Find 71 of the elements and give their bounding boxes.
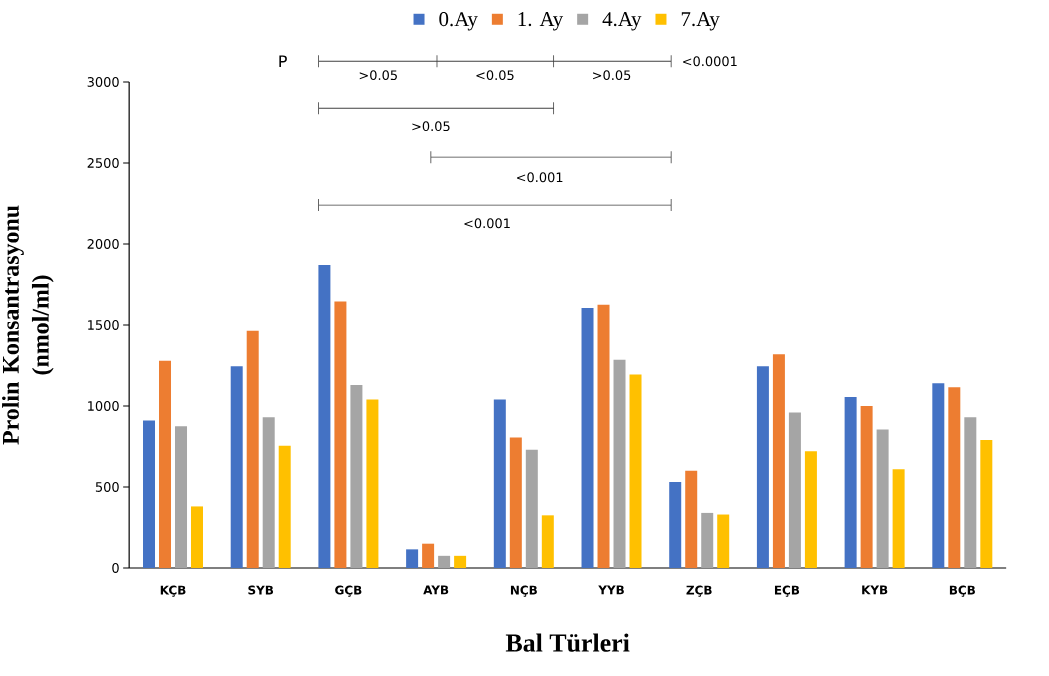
bar <box>701 512 714 568</box>
text: >0.05 <box>593 70 631 81</box>
annotation: <0.001 <box>517 172 563 183</box>
y-tick-label: 0 <box>112 563 119 573</box>
legend-label: 0.Ay <box>439 12 478 31</box>
bar <box>334 301 347 568</box>
bar <box>876 429 889 568</box>
bar <box>191 506 204 568</box>
x-tick-label: KÇB <box>160 585 186 597</box>
x-tick-label: AYB <box>423 585 449 595</box>
bar <box>980 440 993 568</box>
bar <box>262 417 275 568</box>
text: <0.0001 <box>683 56 737 67</box>
bar <box>964 417 977 568</box>
bar <box>613 359 626 568</box>
bar <box>948 387 961 568</box>
y-axis-title: Prolin Konsantrasyonu (nmol/ml) <box>2 205 54 445</box>
x-tick-label: GÇB <box>335 585 362 597</box>
x-tick-label: SYB <box>248 585 274 595</box>
x-tick-label: NÇB <box>510 585 537 597</box>
bar <box>422 543 435 568</box>
bar <box>717 514 730 568</box>
x-tick-label: ZÇB <box>686 585 712 597</box>
text: >0.05 <box>359 70 397 81</box>
annotation: <0.001 <box>464 218 510 229</box>
x-tick-label: BÇB <box>949 585 975 597</box>
y-tick-label: 1000 <box>88 401 119 411</box>
bar <box>143 420 156 568</box>
bar <box>756 366 769 568</box>
bar <box>350 384 363 568</box>
bar <box>366 399 379 568</box>
y-tick-label: 3000 <box>87 77 119 87</box>
legend-label: 1. Ay <box>518 12 564 31</box>
bar <box>932 383 945 568</box>
bar <box>278 445 291 568</box>
bar <box>788 412 801 568</box>
bar <box>454 555 467 568</box>
x-tick-label: EÇB <box>774 585 800 597</box>
bar <box>669 482 682 568</box>
bar <box>406 549 419 568</box>
bar <box>509 437 522 568</box>
text: <0.05 <box>476 70 514 81</box>
bar <box>230 366 243 568</box>
bar <box>860 405 873 568</box>
bar <box>581 307 594 568</box>
x-axis-title: Bal Türleri <box>505 633 630 652</box>
annotation: >0.05 <box>412 121 450 132</box>
bar <box>804 451 817 568</box>
x-tick-label: YYB <box>598 585 624 595</box>
bar <box>844 397 857 568</box>
bar <box>685 470 698 568</box>
y-tick-label: 500 <box>95 482 119 492</box>
y-tick-label: 2000 <box>87 239 119 249</box>
bar <box>493 399 506 568</box>
bar <box>541 515 554 568</box>
bar <box>175 426 188 568</box>
bar <box>525 449 538 568</box>
x-tick-label: KYB <box>862 585 888 595</box>
text: P <box>279 55 287 68</box>
legend-label: 4.Ay <box>602 12 642 31</box>
bar <box>159 360 172 568</box>
bar <box>246 330 259 568</box>
legend-label: 7.Ay <box>681 12 720 31</box>
y-tick-label: 1500 <box>88 320 119 330</box>
bar <box>597 304 610 568</box>
bar <box>629 374 642 568</box>
y-tick-label: 2500 <box>87 158 119 168</box>
bar <box>438 555 451 568</box>
bar <box>318 265 331 568</box>
bar <box>772 354 785 568</box>
bar <box>892 469 905 568</box>
